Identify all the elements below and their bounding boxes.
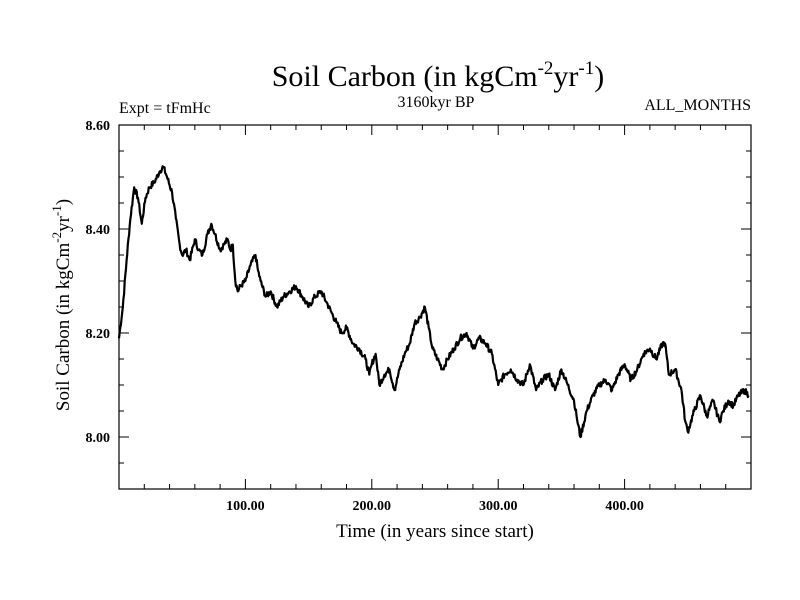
series-line-soil-carbon [117, 165, 750, 439]
x-axis-label: Time (in years since start) [336, 521, 534, 542]
y-axis-tick-labels: 8.00 8.20 8.40 8.60 [86, 119, 111, 446]
x-tick-label: 100.00 [226, 499, 265, 514]
plot-frame [118, 124, 752, 490]
x-axis-tick-labels: 100.00 200.00 300.00 400.00 [226, 499, 644, 514]
y-axis-label: Soil Carbon (in kgCm-2yr-1) [49, 199, 74, 411]
y-tick-label: 8.00 [86, 431, 111, 446]
y-tick-label: 8.20 [86, 327, 111, 342]
experiment-label: Expt = tFmHc [119, 100, 211, 117]
x-tick-label: 200.00 [353, 499, 392, 514]
x-tick-label: 300.00 [479, 499, 518, 514]
x-axis-ticks [143, 125, 727, 489]
x-tick-label: 400.00 [605, 499, 644, 514]
y-axis-ticks [119, 150, 751, 464]
months-label: ALL_MONTHS [644, 97, 751, 114]
chart-title: Soil Carbon (in kgCm-2yr-1) [272, 58, 605, 93]
y-tick-label: 8.60 [86, 119, 111, 134]
period-label: 3160kyr BP [398, 94, 475, 111]
y-tick-label: 8.40 [86, 223, 111, 238]
